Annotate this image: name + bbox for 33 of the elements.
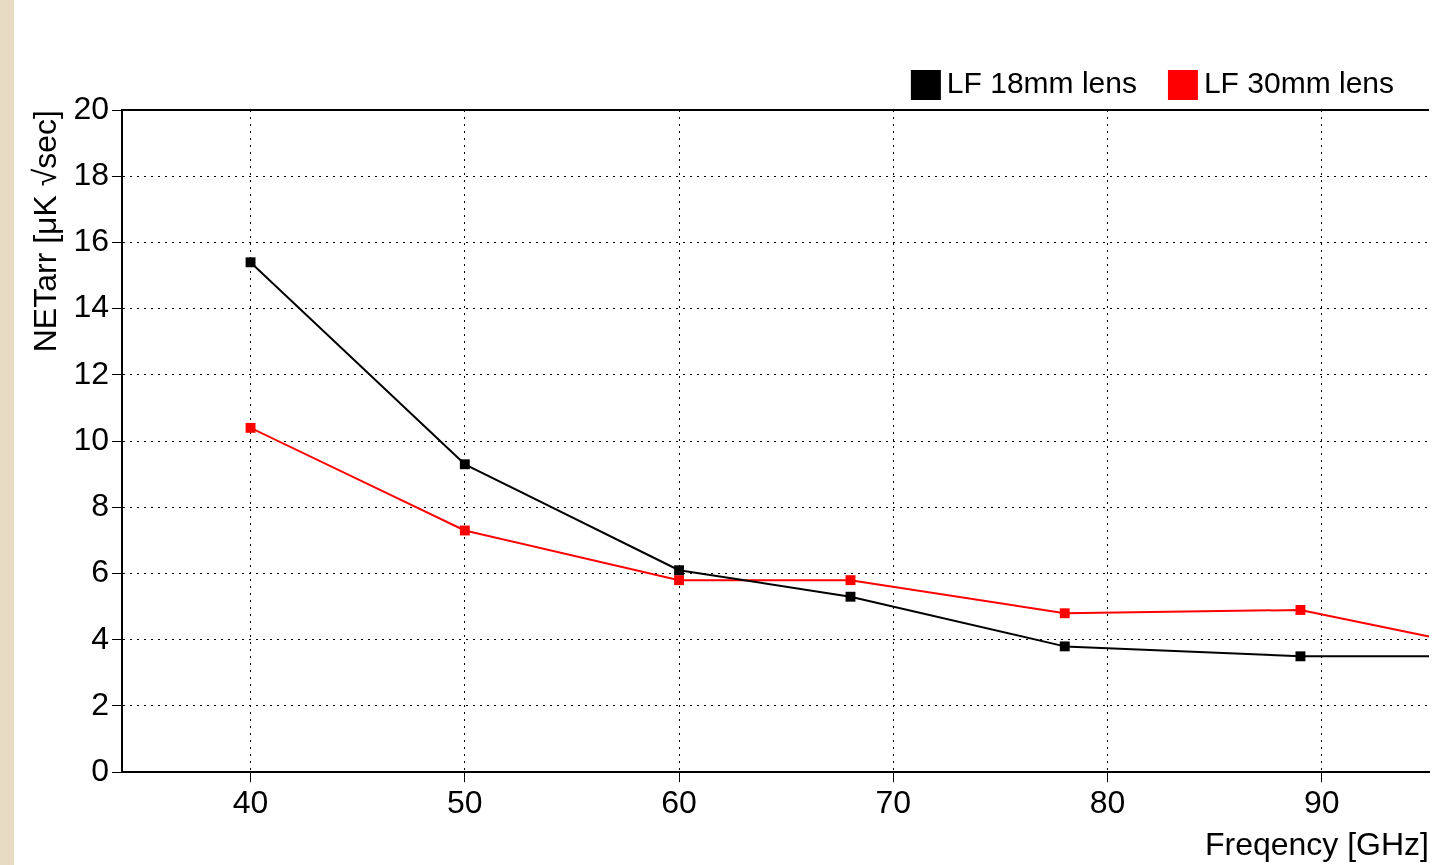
x-tick-label: 40	[232, 784, 269, 821]
x-tick-label: 80	[1089, 784, 1126, 821]
legend-label: LF 30mm lens	[1203, 66, 1395, 100]
point	[1059, 608, 1070, 619]
point	[674, 565, 685, 576]
y-tick-label: 10	[73, 420, 109, 457]
point	[245, 422, 256, 433]
y-tick-label: 12	[73, 354, 109, 391]
y-tick-label: 4	[91, 619, 109, 656]
y-tick-label: 0	[91, 752, 109, 789]
x-tick-label: 90	[1304, 784, 1340, 821]
x-tick-label: 70	[875, 784, 912, 821]
point	[459, 459, 470, 470]
point	[459, 525, 470, 536]
y-tick-label: 2	[91, 685, 109, 722]
y-tick-label: 20	[73, 89, 109, 126]
x-tick-label: 50	[447, 784, 483, 821]
y-axis-title: NETarr [μK √sec]	[27, 110, 64, 353]
point	[1059, 641, 1070, 652]
legend-label: LF 18mm lens	[946, 66, 1137, 100]
y-tick-label: 6	[91, 553, 109, 590]
x-tick-label: 60	[661, 784, 697, 821]
x-axis-title: Freqency [GHz]	[1204, 825, 1429, 862]
y-tick-label: 16	[73, 222, 109, 259]
point	[245, 257, 256, 268]
y-tick-label: 18	[73, 156, 109, 193]
y-tick-label: 14	[73, 288, 109, 325]
point	[674, 575, 685, 586]
point	[1295, 605, 1306, 615]
point	[1295, 651, 1306, 662]
y-tick-label: 8	[91, 487, 109, 524]
point	[845, 575, 856, 586]
point	[845, 591, 856, 602]
